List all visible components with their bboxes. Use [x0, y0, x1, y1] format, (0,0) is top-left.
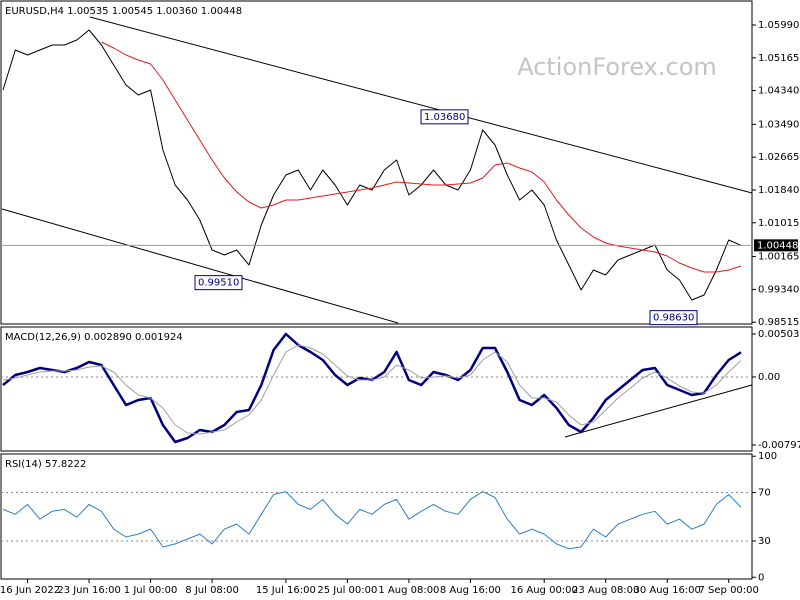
annotation-box	[194, 275, 243, 291]
series-line	[2, 491, 742, 550]
x-tick-label: 16 Jun 2022	[0, 585, 60, 596]
panel-title: MACD(12,26,9) 0.002890 0.001924	[5, 332, 183, 343]
y-tick-label: 1.02665	[758, 152, 799, 163]
x-tick-label: 23 Aug 08:00	[572, 585, 639, 596]
series-line	[101, 41, 742, 273]
x-tick-label: 15 Jul 16:00	[256, 585, 316, 596]
annotation-label: 0.98630	[653, 313, 694, 324]
x-tick-label: 7 Sep 00:00	[699, 585, 759, 596]
current-price-label: 1.00448	[757, 240, 798, 251]
panel-title: RSI(14) 57.8222	[5, 459, 86, 470]
annotation-box	[649, 310, 698, 326]
y-tick-label: 1.01015	[758, 218, 799, 229]
y-tick-label: 1.01840	[758, 185, 799, 196]
macd-trendline	[564, 384, 753, 438]
y-tick-label: 1.05990	[758, 20, 799, 31]
x-tick-label: 25 Jul 00:00	[317, 585, 377, 596]
y-tick-label: 1.03490	[758, 119, 799, 130]
channel-upper	[89, 16, 753, 194]
y-tick-label: 0	[758, 572, 764, 583]
current-price-box	[754, 239, 798, 252]
annotation-label: 0.99510	[198, 278, 239, 289]
annotation-box	[420, 109, 469, 125]
watermark: ActionForex.com	[517, 53, 717, 81]
series-line	[2, 29, 742, 301]
y-tick-label: 30	[758, 536, 771, 547]
x-tick-label: 8 Aug 16:00	[440, 585, 501, 596]
y-tick-label: 0.005035	[758, 329, 800, 340]
panel-frame	[0, 453, 753, 580]
x-tick-label: 23 Jun 16:00	[57, 585, 121, 596]
trendlines	[1, 16, 753, 438]
panel-frame	[0, 0, 753, 325]
panel-title: EURUSD,H4 1.00535 1.00545 1.00360 1.0044…	[5, 6, 242, 17]
channel-lower	[1, 208, 399, 324]
y-tick-label: 0.00	[758, 372, 780, 383]
y-tick-label: 1.00165	[758, 252, 799, 263]
x-tick-label: 1 Aug 08:00	[378, 585, 439, 596]
x-tick-label: 8 Jul 08:00	[185, 585, 239, 596]
x-tick-label: 30 Aug 16:00	[633, 585, 700, 596]
y-tick-label: 1.05165	[758, 53, 799, 64]
y-tick-label: 0.98515	[758, 317, 799, 328]
panel-frame	[0, 326, 753, 452]
y-tick-label: 70	[758, 488, 771, 499]
y-tick-label: 1.04340	[758, 86, 799, 97]
x-tick-label: 16 Aug 00:00	[510, 585, 577, 596]
y-tick-label: -0.007973	[758, 440, 800, 451]
annotation-label: 1.03680	[424, 112, 465, 123]
y-tick-label: 100	[758, 451, 777, 462]
y-tick-label: 0.99340	[758, 284, 799, 295]
x-tick-label: 1 Jul 00:00	[124, 585, 178, 596]
series-line	[2, 344, 742, 435]
